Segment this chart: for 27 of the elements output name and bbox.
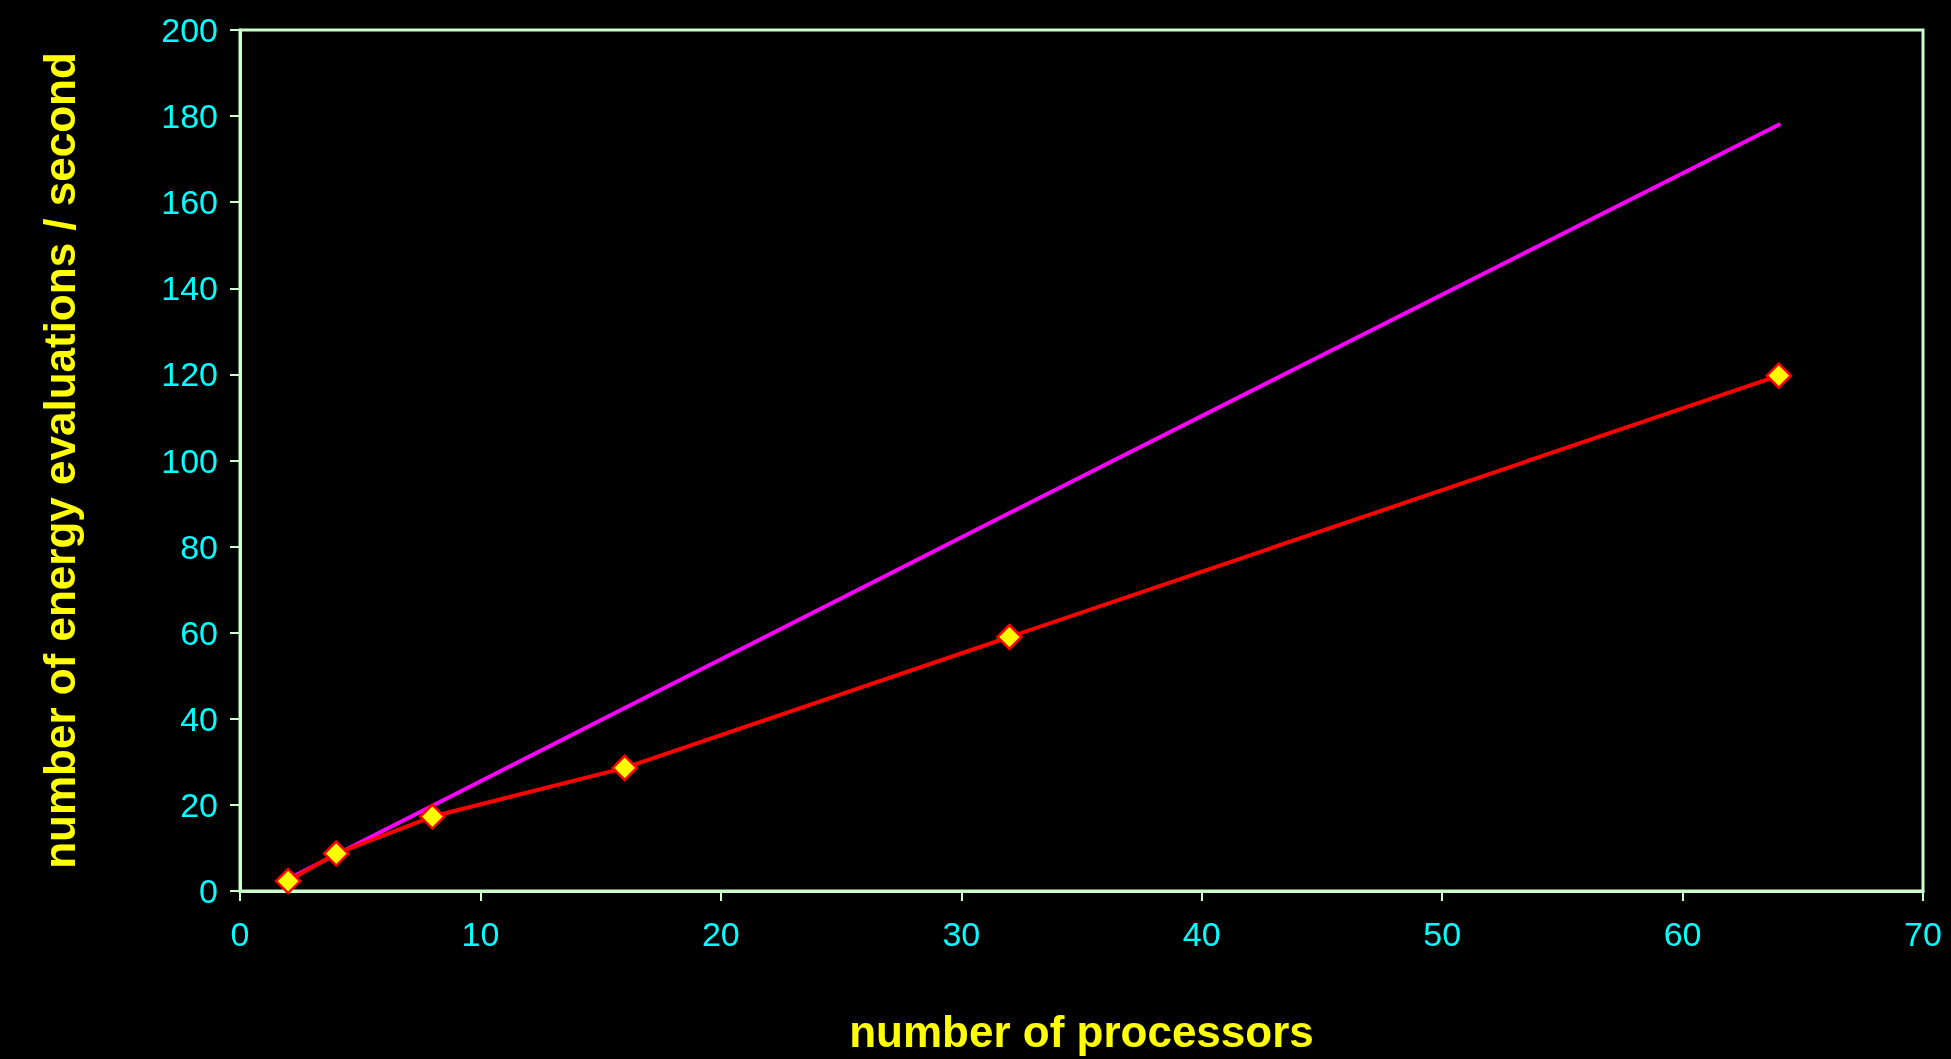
y-tick-label: 20 [180, 785, 218, 824]
point [611, 754, 638, 782]
y-tick-label: 160 [161, 183, 218, 222]
point [419, 803, 446, 830]
x-tick-label: 50 [1423, 915, 1462, 953]
point [322, 840, 350, 867]
x-tick-label: 70 [1904, 915, 1942, 953]
x-axis-title: number of processors [849, 1006, 1314, 1056]
x-tick-label: 60 [1663, 915, 1702, 953]
y-tick-label: 80 [180, 527, 218, 566]
y-tick-label: 180 [161, 97, 218, 136]
y-tick-label: 140 [161, 269, 218, 308]
y-axis-title: number of energy evaluations / second [34, 52, 84, 869]
x-tick-label: 0 [230, 915, 250, 953]
y-tick-label: 100 [161, 441, 218, 480]
x-tick-label: 10 [461, 915, 500, 953]
y-tick-label: 60 [180, 613, 218, 652]
point [274, 867, 302, 895]
y-tick-label: 200 [161, 11, 218, 49]
x-tick-label: 40 [1182, 915, 1221, 953]
y-tick-label: 40 [180, 699, 218, 738]
x-tick-label: 30 [942, 915, 981, 953]
x-tick-label: 20 [701, 915, 740, 953]
y-tick-label: 120 [161, 355, 218, 394]
point [996, 623, 1023, 651]
point [1765, 362, 1792, 389]
y-tick-label: 0 [199, 872, 218, 910]
